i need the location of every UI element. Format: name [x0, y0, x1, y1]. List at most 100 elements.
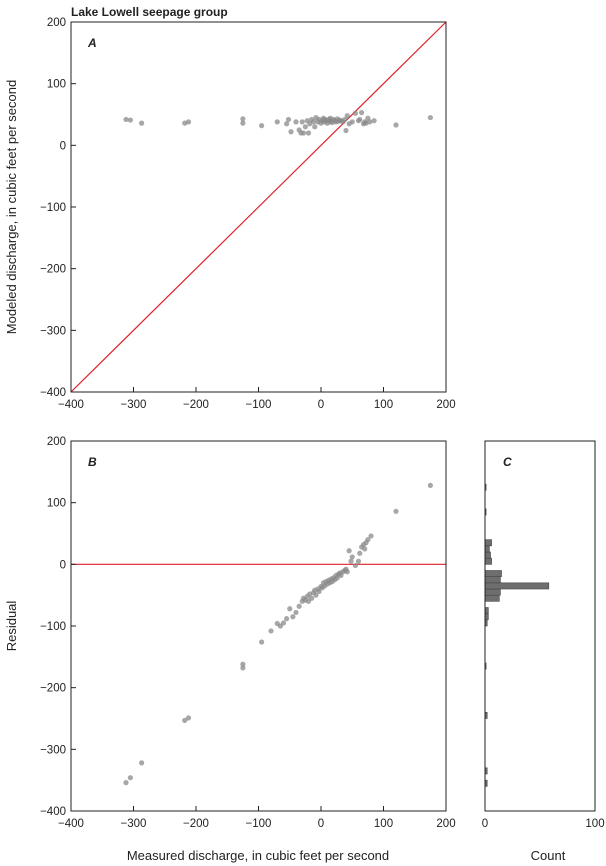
histogram-bar: [484, 576, 501, 584]
panel-a-ytick-label: −400: [40, 387, 66, 399]
panel-b-marks: [71, 482, 446, 786]
panel-c-frame: [484, 440, 596, 812]
panel-b-xtick-label: 0: [318, 818, 324, 830]
histogram-bar: [484, 588, 501, 596]
panel-a-ytick-label: −300: [40, 325, 66, 337]
data-point: [290, 614, 296, 620]
data-point: [302, 124, 308, 130]
data-point: [349, 119, 355, 125]
data-point: [343, 127, 349, 134]
data-point: [185, 119, 192, 125]
data-point: [240, 665, 246, 671]
data-point: [367, 119, 373, 125]
panel-b-xtick-label: −300: [121, 818, 147, 830]
panel-b-ytick-label: −100: [40, 621, 66, 633]
data-point: [357, 116, 363, 123]
data-point: [293, 119, 299, 125]
data-point: [313, 592, 319, 598]
panel-a-xtick-label: −100: [246, 399, 272, 411]
panel-a-xtick-label: −400: [58, 399, 84, 411]
panel-c-letter: C: [503, 455, 512, 469]
panel-b-letter: B: [88, 455, 97, 469]
panel-b-frame: [70, 440, 447, 812]
data-point: [240, 120, 246, 126]
data-point: [300, 130, 307, 136]
data-point: [344, 569, 350, 575]
histogram-bar: [484, 594, 500, 602]
histogram-bar: [484, 557, 492, 565]
data-point: [312, 124, 318, 130]
data-point: [182, 717, 188, 723]
data-point: [299, 119, 305, 125]
panel-a-ytick-label: −100: [40, 202, 66, 214]
panel-b-axes: −400 −300 −200 −100 0 100 200 −400 −300 −200 −100 0…: [40, 436, 456, 830]
panel-b-ylabel: Residual: [4, 601, 19, 652]
data-point: [240, 661, 246, 667]
panel-b-xtick-label: −400: [58, 818, 84, 830]
data-point: [352, 562, 358, 569]
data-point: [268, 628, 274, 634]
data-point: [259, 639, 265, 645]
data-point: [346, 548, 352, 554]
data-point: [123, 116, 129, 123]
panel-a-ylabel: Modeled discharge, in cubic feet per sec…: [4, 80, 19, 334]
panel-b-xtick-label: 100: [374, 818, 393, 830]
panel-b-ytick-label: −400: [40, 806, 66, 818]
data-point: [355, 558, 362, 564]
panel-a-ytick-label: −200: [40, 264, 66, 276]
data-point: [240, 116, 246, 122]
data-point: [349, 554, 355, 560]
histogram-bar: [484, 545, 490, 553]
panel-c-xlabel: Count: [531, 848, 566, 863]
data-point: [123, 780, 129, 786]
data-point: [357, 550, 363, 556]
panel-a-xtick-label: 200: [436, 399, 455, 411]
panel-b-ytick-label: −200: [40, 683, 66, 695]
histogram-bar: [484, 582, 550, 590]
data-point: [309, 595, 315, 601]
histogram-bar: [484, 539, 492, 547]
data-point: [285, 116, 292, 123]
panel-b: B −400 −300 −200 −100 0 100 200 −400 −300 −200 −10…: [4, 436, 456, 863]
panel-b-ytick-label: 100: [47, 498, 66, 510]
data-point: [127, 775, 133, 781]
panel-a-letter: A: [87, 36, 97, 50]
data-point: [288, 129, 294, 135]
data-point: [127, 117, 133, 123]
panel-c-marks: [484, 483, 550, 787]
one-to-one-line: [70, 21, 447, 393]
data-point: [316, 588, 322, 595]
data-point: [371, 118, 377, 124]
data-point: [139, 760, 145, 766]
panel-a-xtick-label: 0: [318, 399, 324, 411]
panel-a-xtick-label: −300: [121, 399, 147, 411]
figure-title: Lake Lowell seepage group: [71, 5, 228, 19]
panel-a: A −400 −300 −200 −100 0 100 200 −400 −300 −200 −10…: [4, 17, 456, 411]
data-point: [259, 123, 265, 129]
data-point: [427, 114, 433, 121]
panel-b-xlabel: Measured discharge, in cubic feet per se…: [127, 848, 389, 863]
histogram-bar: [484, 570, 502, 577]
data-point: [296, 603, 302, 609]
panel-a-marks: [70, 21, 447, 393]
panel-a-ytick-label: 200: [47, 17, 66, 29]
panel-a-xtick-label: −200: [183, 399, 209, 411]
data-point: [280, 620, 287, 626]
data-point: [274, 119, 280, 125]
data-point: [305, 130, 312, 136]
panel-b-ytick-label: 0: [60, 559, 66, 571]
data-point: [362, 546, 368, 552]
panel-b-xtick-label: 200: [436, 818, 455, 830]
data-point: [293, 609, 299, 616]
data-point: [359, 110, 365, 116]
data-point: [284, 121, 290, 127]
panel-c: C 0 100 Count: [482, 440, 605, 863]
panel-a-axes: −400 −300 −200 −100 0 100 200 −400 −300 −200 −100 0…: [40, 17, 456, 411]
panel-b-xtick-label: −200: [183, 818, 209, 830]
panel-c-axes: 0 100: [482, 806, 605, 830]
panel-a-xtick-label: 100: [374, 399, 393, 411]
histogram-bar: [484, 551, 491, 559]
panel-a-ytick-label: 0: [60, 140, 66, 152]
data-point: [348, 558, 354, 564]
